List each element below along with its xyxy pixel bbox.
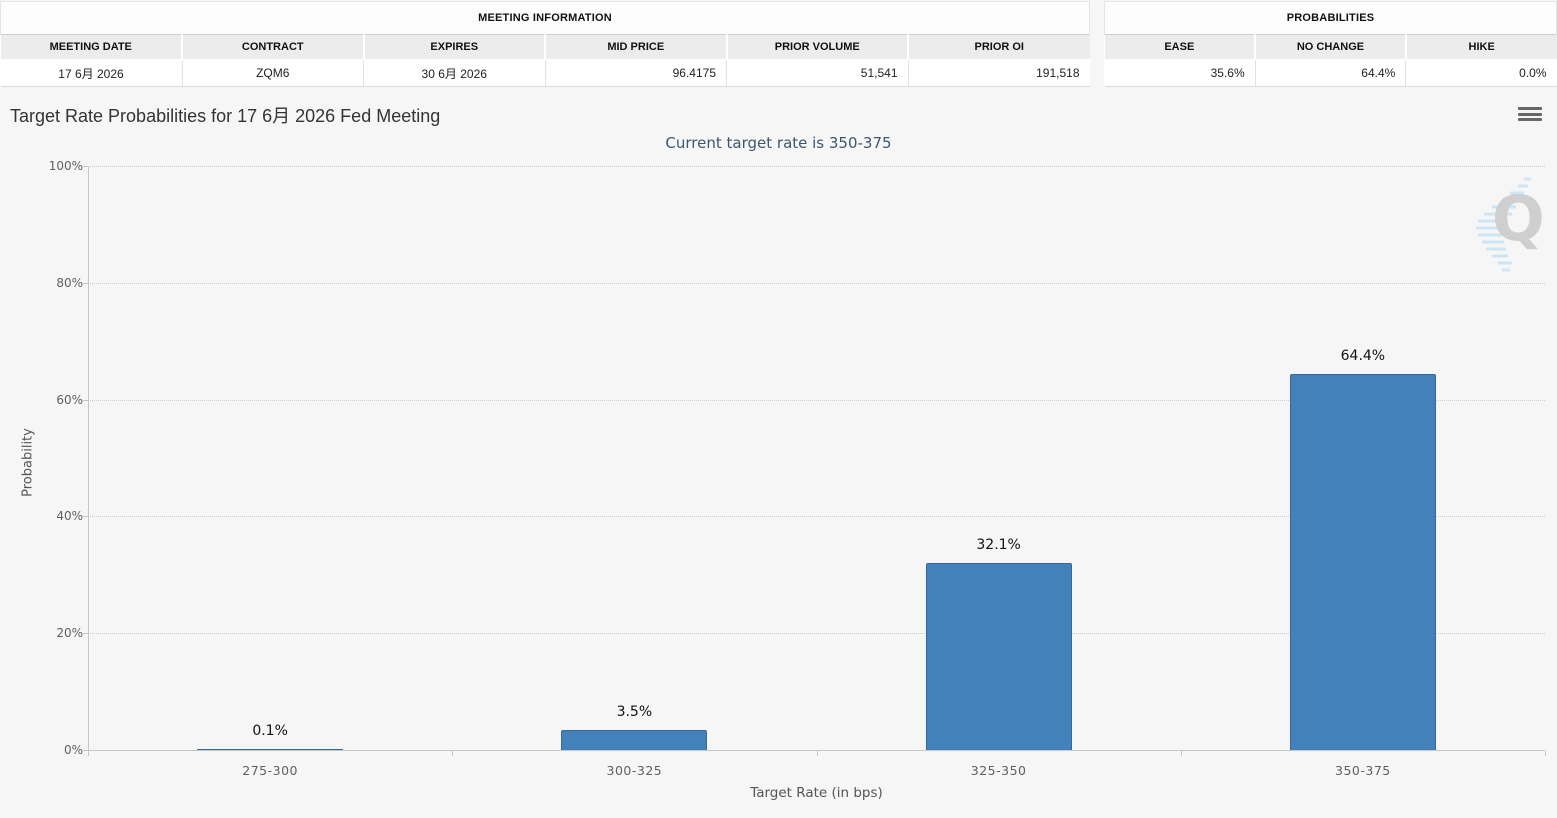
x-axis-category-label: 325-350 [970,763,1027,778]
x-axis-line [88,750,1545,751]
y-axis-tick-label: 40% [56,509,83,524]
meeting-column-header-4: PRIOR VOLUME [725,34,908,60]
x-axis-title: Target Rate (in bps) [750,785,883,801]
x-axis-tick [816,751,818,756]
meeting-information-table: MEETING INFORMATION MEETING DATE CONTRACT… [0,1,1090,87]
x-axis-tick [88,751,89,756]
meeting-value-cell-1: ZQM6 [181,59,364,87]
y-axis-tick [83,399,88,401]
x-axis-category-label: 300-325 [606,763,663,778]
hamburger-menu-icon[interactable] [1518,107,1542,125]
gridline [88,633,1545,635]
y-axis-tick [83,633,88,635]
probability-bar-350-375[interactable] [1289,373,1436,750]
chart-subtitle: Current target rate is 350-375 [665,134,892,152]
meeting-value-cell-5: 191,518 [907,59,1090,87]
y-axis-tick-label: 100% [48,159,83,173]
bar-data-label: 0.1% [252,723,288,739]
x-axis-category-label: 350-375 [1335,763,1391,778]
probabilities-table: PROBABILITIES EASE NO CHANGE HIKE 35.6% 64.… [1104,1,1557,87]
bar-data-label: 64.4% [1340,347,1386,364]
probability-bar-275-300[interactable] [197,749,344,750]
gridline [88,166,1545,167]
meeting-column-header-0: MEETING DATE [0,34,182,60]
gridline [88,399,1545,401]
gridline [88,282,1545,284]
watermark-letter: Q [1492,182,1545,255]
summary-tables: MEETING INFORMATION MEETING DATE CONTRACT… [0,1,1557,87]
meeting-value-cell-4: 51,541 [726,59,908,87]
y-axis-title: Probability [20,428,36,497]
meeting-column-header-5: PRIOR OI [907,34,1090,60]
x-axis-tick [1180,751,1182,756]
meeting-value-cell-2: 30 6月 2026 [363,59,545,87]
meeting-column-header-1: CONTRACT [181,34,364,60]
meeting-column-header-3: MID PRICE [544,34,727,60]
y-axis-tick [83,282,88,284]
probability-column-header-2: HIKE [1404,34,1557,60]
probability-bar-325-350[interactable] [925,562,1072,750]
tables-divider [1090,1,1104,87]
target-rate-probability-chart: Target Rate Probabilities for 17 6月 2026… [0,90,1557,818]
bar-data-label: 32.1% [976,536,1021,553]
bar-data-label: 3.5% [616,703,653,720]
meeting-value-cell-3: 96.4175 [544,59,727,87]
probability-value-cell-0: 35.6% [1104,59,1256,87]
x-axis-category-label: 275-300 [242,763,298,778]
y-axis-line [88,166,89,750]
y-axis-tick-label: 20% [56,626,83,641]
quikstrike-watermark-logo: Q [1462,174,1548,274]
probability-column-header-1: NO CHANGE [1254,34,1406,60]
y-axis-tick-label: 60% [56,392,83,407]
probability-bar-300-325[interactable] [561,729,708,750]
y-axis-tick-label: 0% [63,743,83,757]
y-axis-tick-label: 80% [56,275,83,290]
x-axis-tick [452,751,454,756]
gridline [88,516,1545,518]
probability-value-cell-1: 64.4% [1254,59,1406,87]
plot-area: 0% 20% 40% 60% 80% 100% 0.1% 275-300 3.5% 300-325… [49,159,1546,778]
chart-title: Target Rate Probabilities for 17 6月 2026… [10,106,441,126]
meeting-column-header-2: EXPIRES [362,34,545,60]
probability-column-header-0: EASE [1104,34,1256,60]
y-axis-tick [83,750,88,751]
x-axis-tick [1545,751,1546,756]
y-axis-tick [83,166,88,167]
meeting-information-title: MEETING INFORMATION [0,1,1090,35]
meeting-value-cell-0: 17 6月 2026 [0,59,182,87]
probabilities-title: PROBABILITIES [1104,1,1557,35]
y-axis-tick [83,516,88,518]
probability-value-cell-2: 0.0% [1405,59,1557,87]
